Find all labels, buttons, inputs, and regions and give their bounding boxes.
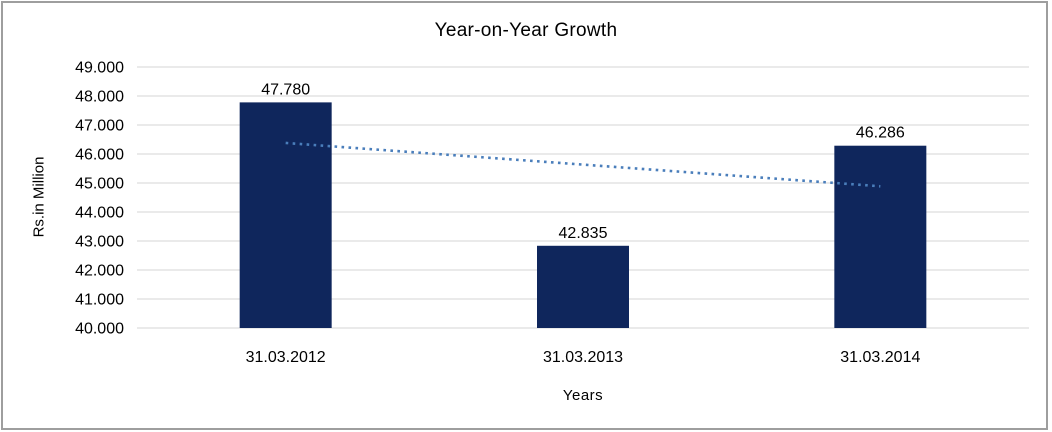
y-tick-label: 40.000 (75, 321, 124, 338)
chart-title: Year-on-Year Growth (434, 20, 618, 41)
y-tick-label: 42.000 (75, 263, 124, 280)
bar-value-label: 47.780 (261, 81, 310, 98)
x-axis-title: Years (562, 387, 604, 404)
x-tick-label: 31.03.2014 (840, 349, 920, 366)
bar (834, 145, 927, 328)
trendline (285, 141, 881, 188)
bar (239, 102, 332, 328)
x-tick-label: 31.03.2013 (543, 349, 623, 366)
y-tick-label: 46.000 (75, 147, 124, 164)
y-tick-label: 49.000 (75, 60, 124, 77)
y-tick-label: 44.000 (75, 205, 124, 222)
bar (537, 245, 629, 328)
y-tick-label: 47.000 (75, 118, 124, 135)
y-tick-label: 48.000 (75, 89, 124, 106)
y-tick-label: 43.000 (75, 234, 124, 251)
bar-value-label: 42.835 (559, 225, 608, 242)
bar-value-label: 46.286 (856, 125, 905, 142)
y-tick-label: 45.000 (75, 176, 124, 193)
x-tick-label: 31.03.2012 (246, 349, 326, 366)
y-tick-label: 41.000 (75, 292, 124, 309)
